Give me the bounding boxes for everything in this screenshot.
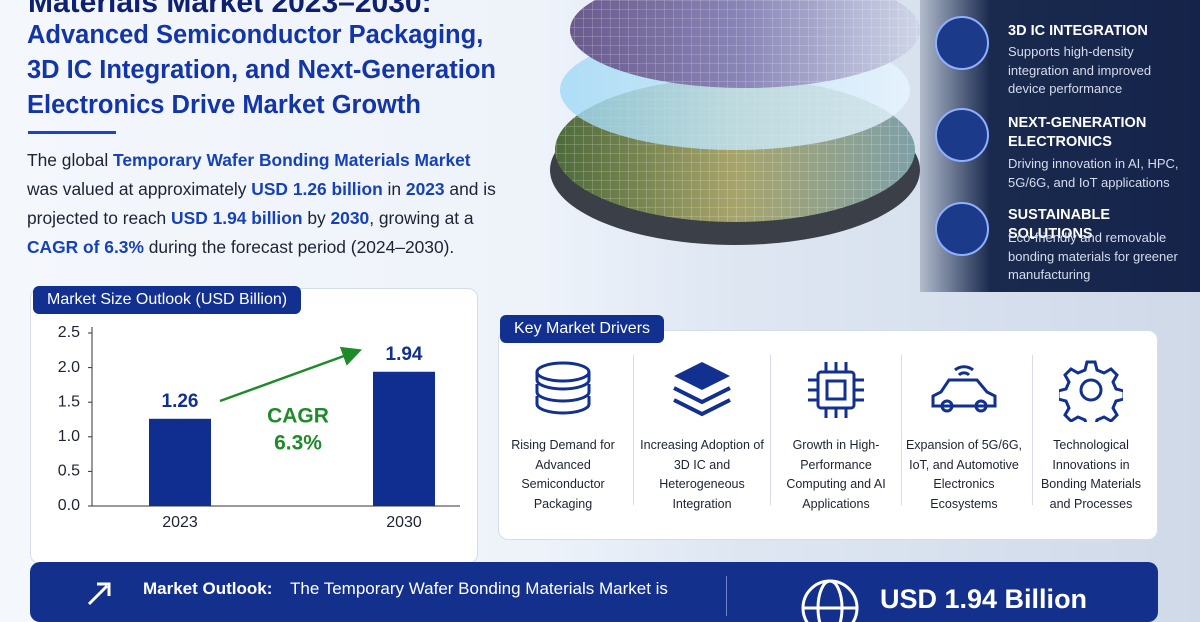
chart-title: Market Size Outlook (USD Billion): [33, 286, 302, 314]
driver-icon: [673, 362, 731, 417]
feature-icon: [935, 108, 989, 162]
intro-text: and is projected to reach: [27, 179, 496, 228]
cagr-arrow: [219, 346, 363, 403]
outlook-banner: Market Outlook: The Temporary Wafer Bond…: [30, 562, 1158, 622]
intro-highlight: Temporary Wafer Bonding Materials Market: [113, 150, 471, 170]
feature-text: Eco-friendly and removable bonding mater…: [1008, 230, 1178, 282]
globe-icon: [801, 579, 859, 622]
y-tick-label: 2.0: [58, 359, 80, 376]
y-tick-label: 2.5: [58, 324, 80, 341]
data-label: 1.94: [386, 344, 423, 365]
divider: [28, 131, 116, 134]
y-tick-label: 0.0: [58, 497, 80, 514]
separator: [726, 576, 727, 616]
headline: Advanced Semiconductor Packaging, 3D IC …: [27, 18, 496, 123]
driver-icon: [808, 362, 864, 418]
driver: Rising Demand for Advanced Semiconductor…: [497, 348, 629, 533]
intro: The global Temporary Wafer Bonding Mater…: [27, 146, 502, 262]
headline-line: Advanced Semiconductor Packaging,: [27, 21, 484, 49]
intro-highlight: 2030: [330, 208, 370, 228]
y-tick-label: 0.5: [58, 463, 80, 480]
title: Materials Market 2023–2030:: [28, 0, 432, 19]
data-label: 1.26: [162, 391, 199, 412]
bar: [373, 371, 435, 506]
y-tick-label: 1.0: [58, 428, 80, 445]
intro-text: during the forecast period (2024–2030).: [143, 237, 455, 257]
separator: [1032, 355, 1033, 505]
driver-label: Expansion of 5G/6G, IoT, and Automotive …: [905, 438, 1023, 511]
driver: Increasing Adoption of 3D IC and Heterog…: [636, 348, 768, 533]
driver-icon: [1059, 360, 1123, 422]
separator: [633, 355, 634, 505]
outlook-label: Market Outlook:: [143, 579, 273, 598]
intro-highlight: USD 1.94 billion: [171, 208, 303, 228]
feature-title: SUSTAINABLE SOLUTIONS: [1008, 207, 1111, 242]
driver-label: Technological Innovations in Bonding Mat…: [1040, 438, 1142, 511]
driver-label: Increasing Adoption of 3D IC and Heterog…: [640, 438, 764, 511]
feature-text: Driving innovation in AI, HPC, 5G/6G, an…: [1008, 156, 1179, 190]
x-tick-label: 2023: [162, 514, 198, 531]
feature-icon: [935, 16, 989, 70]
intro-text: , growing at a: [369, 208, 474, 228]
annotation: CAGR: [267, 405, 329, 428]
driver-label: Growth in High-Performance Computing and…: [786, 438, 886, 511]
intro-highlight: USD 1.26 billion: [251, 179, 383, 199]
driver: Technological Innovations in Bonding Mat…: [1025, 348, 1157, 533]
feature-title: 3D IC INTEGRATION: [1008, 23, 1148, 39]
intro-highlight: 2023: [405, 179, 445, 199]
outlook-icon: [87, 582, 111, 606]
separator: [901, 355, 902, 505]
driver: Growth in High-Performance Computing and…: [770, 348, 902, 533]
annotation: 6.3%: [274, 432, 322, 455]
headline-line: 3D IC Integration, and Next-Generation: [27, 56, 496, 84]
intro-text: in: [382, 179, 406, 199]
intro-highlight: CAGR of 6.3%: [27, 237, 144, 257]
intro-text: by: [302, 208, 331, 228]
intro-text: was valued at approximately: [27, 179, 252, 199]
x-tick-label: 2030: [386, 514, 422, 531]
outlook-text: The Temporary Wafer Bonding Materials Ma…: [290, 579, 668, 598]
bar: [149, 418, 211, 506]
chart: 0.0 0.5 1.0 1.5 2.0 2.5 2023 1.26 2030 1.94 CAGR 6.…: [58, 324, 460, 531]
driver-icon: [931, 365, 997, 413]
feature-icon: [935, 202, 989, 256]
driver-label: Rising Demand for Advanced Semiconductor…: [511, 438, 615, 511]
drivers-title: Key Market Drivers: [500, 315, 665, 343]
feature-text: Supports high-density integration and im…: [1008, 44, 1152, 96]
separator: [770, 355, 771, 505]
feature-title: NEXT-GENERATION ELECTRONICS: [1008, 115, 1147, 150]
y-tick-label: 1.5: [58, 393, 80, 410]
intro-text: The global: [27, 150, 114, 170]
driver-icon: [535, 361, 591, 415]
headline-line: Electronics Drive Market Growth: [27, 91, 421, 119]
wafer-image: [550, 0, 920, 245]
driver: Expansion of 5G/6G, IoT, and Automotive …: [898, 348, 1030, 533]
drivers-panel: [498, 330, 1158, 540]
